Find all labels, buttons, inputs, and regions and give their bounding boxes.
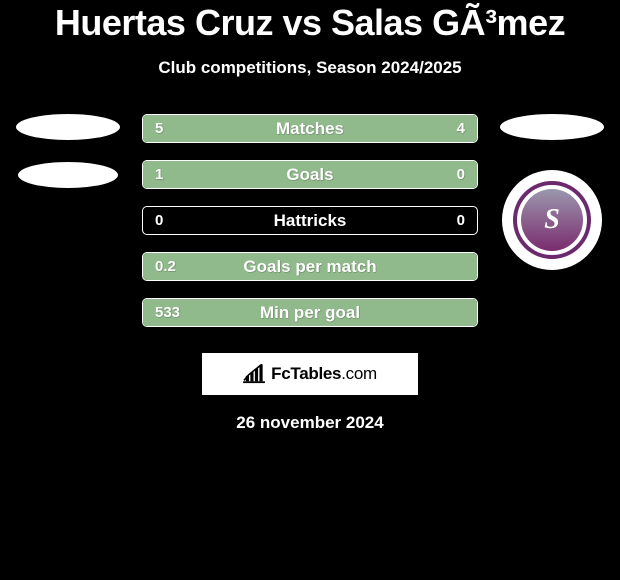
bar-left [143, 161, 394, 188]
stat-label: Goals per match [243, 257, 376, 277]
logo-text: FcTables.com [271, 364, 377, 384]
stat-row-hattricks: 0 Hattricks 0 [142, 206, 478, 235]
stat-row-goals-per-match: 0.2 Goals per match [142, 252, 478, 281]
left-side-column [8, 114, 128, 188]
date: 26 november 2024 [0, 413, 620, 433]
value-left: 5 [155, 120, 163, 137]
value-right: 4 [457, 120, 465, 137]
club-badge-letter: S [544, 204, 560, 236]
stat-label: Hattricks [274, 211, 347, 231]
player-placeholder-left-1 [16, 114, 120, 140]
stat-label: Min per goal [260, 303, 360, 323]
logo-name: FcTables [271, 364, 341, 383]
bar-right [328, 115, 477, 142]
stats-bars: 5 Matches 4 1 Goals 0 0 Hattricks 0 [128, 114, 492, 327]
value-left: 1 [155, 166, 163, 183]
page-title: Huertas Cruz vs Salas GÃ³mez [0, 2, 620, 44]
comparison-area: 5 Matches 4 1 Goals 0 0 Hattricks 0 [0, 114, 620, 327]
club-badge: S [502, 170, 602, 270]
fctables-logo: FcTables.com [202, 353, 418, 395]
value-left: 0.2 [155, 258, 176, 275]
chart-icon [243, 364, 265, 384]
stat-label: Matches [276, 119, 344, 139]
value-right: 0 [457, 212, 465, 229]
club-badge-ring: S [513, 181, 591, 259]
subtitle: Club competitions, Season 2024/2025 [0, 58, 620, 78]
value-right: 0 [457, 166, 465, 183]
stat-row-matches: 5 Matches 4 [142, 114, 478, 143]
value-left: 0 [155, 212, 163, 229]
logo-domain: .com [341, 364, 377, 383]
stat-row-min-per-goal: 533 Min per goal [142, 298, 478, 327]
stat-label: Goals [286, 165, 333, 185]
player-placeholder-right [500, 114, 604, 140]
player-placeholder-left-2 [18, 162, 118, 188]
stat-row-goals: 1 Goals 0 [142, 160, 478, 189]
right-side-column: S [492, 114, 612, 270]
value-left: 533 [155, 304, 180, 321]
